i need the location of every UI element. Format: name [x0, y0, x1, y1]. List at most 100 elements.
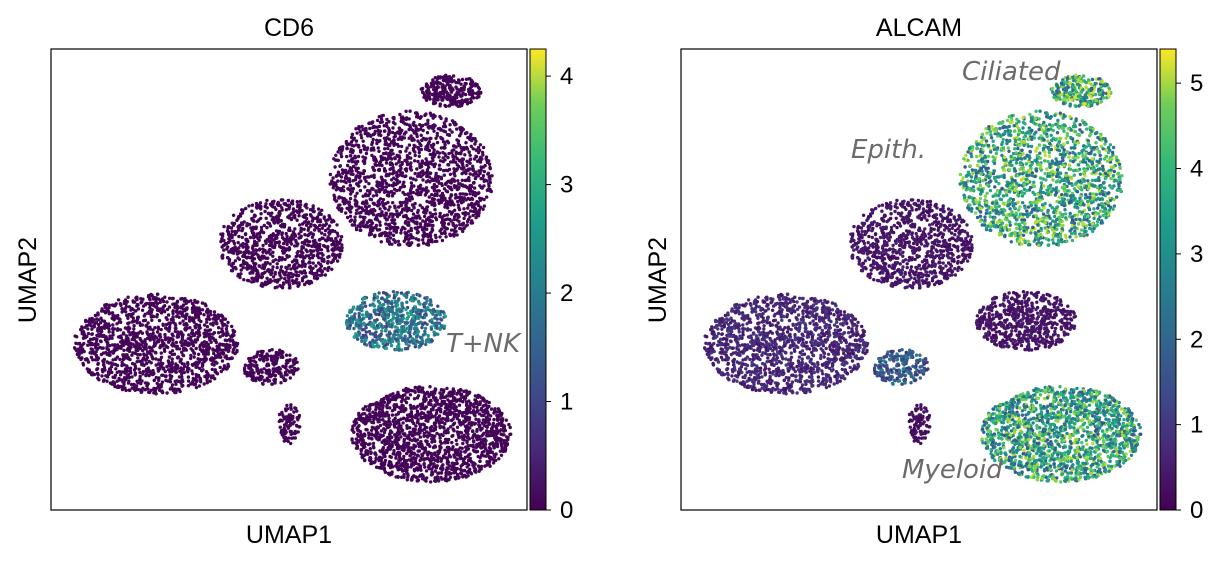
data-point [126, 381, 131, 385]
data-point [259, 228, 264, 232]
data-point [423, 321, 427, 325]
data-point [467, 150, 471, 154]
data-point [427, 90, 431, 94]
data-point [258, 358, 262, 362]
data-point [360, 318, 364, 322]
data-point [113, 375, 117, 380]
data-point [118, 335, 122, 339]
data-point [170, 357, 174, 361]
data-point [122, 348, 126, 352]
data-point [208, 335, 212, 339]
data-point [399, 210, 404, 214]
data-point [418, 123, 422, 127]
data-point [302, 227, 306, 231]
data-point [383, 156, 387, 160]
data-point [383, 230, 387, 235]
data-point [435, 95, 439, 99]
data-point [173, 326, 177, 330]
data-point [440, 231, 444, 236]
data-point [448, 217, 452, 222]
data-point [405, 300, 409, 304]
cluster-epith [328, 109, 494, 247]
data-point [414, 115, 419, 119]
data-point [404, 219, 408, 224]
data-point [130, 353, 134, 357]
data-point [240, 208, 244, 212]
data-point [471, 147, 475, 151]
data-point [315, 249, 319, 253]
data-point [462, 216, 466, 221]
data-point [327, 224, 332, 228]
data-point [412, 332, 416, 336]
data-point [116, 327, 120, 331]
data-point [420, 138, 424, 142]
data-point [296, 250, 300, 254]
data-point [439, 146, 444, 150]
data-point [252, 214, 256, 219]
data-point [423, 326, 428, 331]
data-point [362, 169, 367, 173]
data-point [362, 158, 367, 162]
data-point [353, 198, 357, 202]
data-point [107, 324, 112, 328]
data-point [248, 365, 252, 369]
data-point [326, 237, 331, 242]
data-point [397, 160, 401, 164]
data-point [173, 305, 177, 310]
data-point [458, 134, 462, 138]
data-point [423, 309, 428, 313]
data-point [455, 91, 459, 95]
data-point [390, 301, 394, 306]
data-point [252, 252, 256, 257]
data-point [407, 329, 412, 333]
data-point [278, 203, 282, 208]
data-point [271, 367, 275, 371]
data-point [383, 139, 387, 144]
data-point [170, 296, 175, 301]
data-point [469, 184, 474, 189]
data-point [367, 204, 371, 208]
data-point [440, 215, 445, 219]
data-point [395, 326, 399, 330]
data-point [441, 159, 445, 164]
data-point [394, 162, 398, 166]
data-point [447, 222, 451, 226]
data-point [190, 362, 195, 367]
data-point [144, 358, 148, 362]
data-point [433, 86, 438, 91]
data-point [194, 313, 198, 317]
data-point [376, 200, 380, 204]
data-point [188, 319, 192, 323]
data-point [407, 229, 411, 233]
data-point [477, 87, 482, 91]
data-point [268, 278, 273, 282]
data-point [402, 184, 407, 189]
data-point [486, 171, 491, 175]
data-point [413, 221, 417, 225]
data-point [377, 228, 382, 232]
data-point [223, 348, 228, 352]
data-point [485, 179, 489, 183]
data-point [166, 368, 171, 372]
data-point [302, 242, 307, 246]
data-point [413, 150, 417, 154]
data-point [357, 314, 361, 319]
data-point [424, 180, 429, 184]
data-point [403, 320, 407, 325]
data-point [308, 213, 313, 217]
data-point [391, 290, 396, 294]
data-point [255, 367, 259, 371]
data-point [85, 334, 89, 339]
data-point [234, 230, 238, 235]
data-point [270, 373, 274, 378]
data-point [467, 203, 471, 207]
data-point [451, 74, 456, 78]
data-point [247, 204, 251, 208]
data-point [251, 225, 255, 229]
data-point [478, 143, 483, 147]
data-point [168, 321, 172, 325]
data-point [365, 189, 370, 193]
data-point [389, 140, 394, 144]
data-point [412, 206, 416, 210]
